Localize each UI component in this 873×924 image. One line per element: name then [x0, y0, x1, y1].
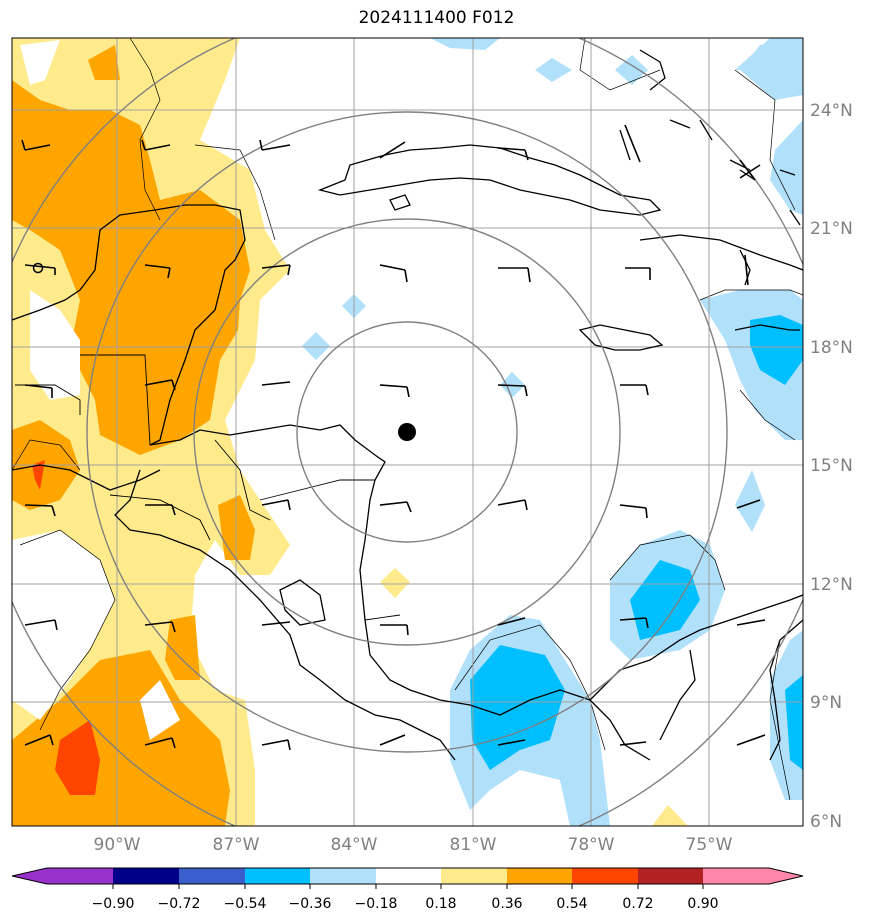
latitude-labels: 24°N 21°N 18°N 15°N 12°N 9°N 6°N	[810, 101, 853, 832]
lat-label-21n: 21°N	[810, 219, 853, 239]
colorbar: −0.90 −0.72 −0.54 −0.36 −0.18 0.18 0.36 …	[11, 867, 804, 912]
storm-center-dot	[398, 423, 416, 441]
colorbar-tick-label: 0.36	[491, 896, 522, 912]
neutral-pocket-3	[20, 40, 60, 85]
negative-anomaly-east-core	[750, 315, 803, 385]
lat-label-9n: 9°N	[810, 693, 842, 713]
lon-label-84w: 84°W	[331, 835, 378, 855]
map-area	[12, 38, 803, 826]
lat-label-18n: 18°N	[810, 338, 853, 358]
neutral-pocket-1	[12, 530, 115, 720]
colorbar-tick-label: 0.72	[622, 896, 653, 912]
positive-anomaly-small	[380, 568, 410, 598]
south-america-coast	[589, 594, 803, 701]
range-rings	[12, 38, 803, 826]
negative-anomaly-ne-band	[740, 40, 803, 100]
graticule	[12, 38, 803, 826]
negative-anomaly-ne	[735, 38, 803, 215]
lon-label-78w: 78°W	[568, 835, 615, 855]
wind-barbs	[21, 124, 766, 751]
colorbar-tick-label: −0.36	[289, 896, 332, 912]
negative-anomaly-far-southeast-core	[785, 675, 803, 770]
negative-anomaly-north-2	[535, 58, 572, 82]
lon-label-90w: 90°W	[94, 835, 141, 855]
calm-wind-circle	[32, 262, 44, 274]
positive-anomaly-pocket-2	[165, 615, 200, 680]
yucatan-coast	[12, 204, 246, 446]
borders	[15, 354, 401, 621]
lat-label-15n: 15°N	[810, 456, 853, 476]
lat-label-12n: 12°N	[810, 575, 853, 595]
central-america-coast	[149, 424, 651, 761]
negative-anomaly-southeast-core	[630, 560, 700, 640]
positive-anomaly-topleft	[88, 45, 120, 80]
negative-anomaly-small-2	[302, 332, 330, 360]
colorbar-extend-high	[769, 868, 803, 884]
positive-anomaly-core-west	[32, 460, 45, 490]
lon-label-81w: 81°W	[450, 835, 497, 855]
colorbar-tick-label: 0.18	[425, 896, 456, 912]
map-title: 2024111400 F012	[358, 8, 515, 28]
colorbar-tick-label: −0.54	[224, 896, 267, 912]
lat-label-6n: 6°N	[810, 812, 842, 832]
positive-anomaly-west-strong	[12, 80, 250, 455]
negative-anomaly-south-core	[470, 645, 565, 770]
colorbar-tick-label: −0.18	[355, 896, 398, 912]
colorbar-tick-label: 0.54	[556, 896, 587, 912]
anomaly-contours	[12, 38, 803, 801]
cuba-coast	[317, 144, 662, 216]
lon-label-87w: 87°W	[213, 835, 260, 855]
negative-anomaly-north-3	[615, 55, 648, 85]
colorbar-tick-label: −0.90	[92, 896, 135, 912]
coastlines	[12, 49, 803, 761]
negative-anomaly-small-4	[735, 470, 765, 532]
colorbar-tick-label: −0.72	[158, 896, 201, 912]
lon-label-75w: 75°W	[686, 835, 733, 855]
negative-anomaly-north	[430, 38, 500, 50]
hispaniola-coast	[639, 234, 803, 271]
colorbar-extend-low	[12, 868, 47, 884]
neutral-pocket-4	[140, 680, 180, 740]
isle-of-youth	[389, 194, 411, 211]
longitude-labels: 90°W 87°W 84°W 81°W 78°W 75°W	[94, 835, 733, 855]
positive-anomaly-sw-core	[55, 720, 100, 795]
map-frame	[11, 37, 804, 827]
neutral-pocket-2	[30, 290, 80, 400]
positive-anomaly-small-south	[652, 805, 688, 826]
lat-label-24n: 24°N	[810, 101, 853, 121]
colorbar-tick-label: 0.90	[687, 896, 718, 912]
